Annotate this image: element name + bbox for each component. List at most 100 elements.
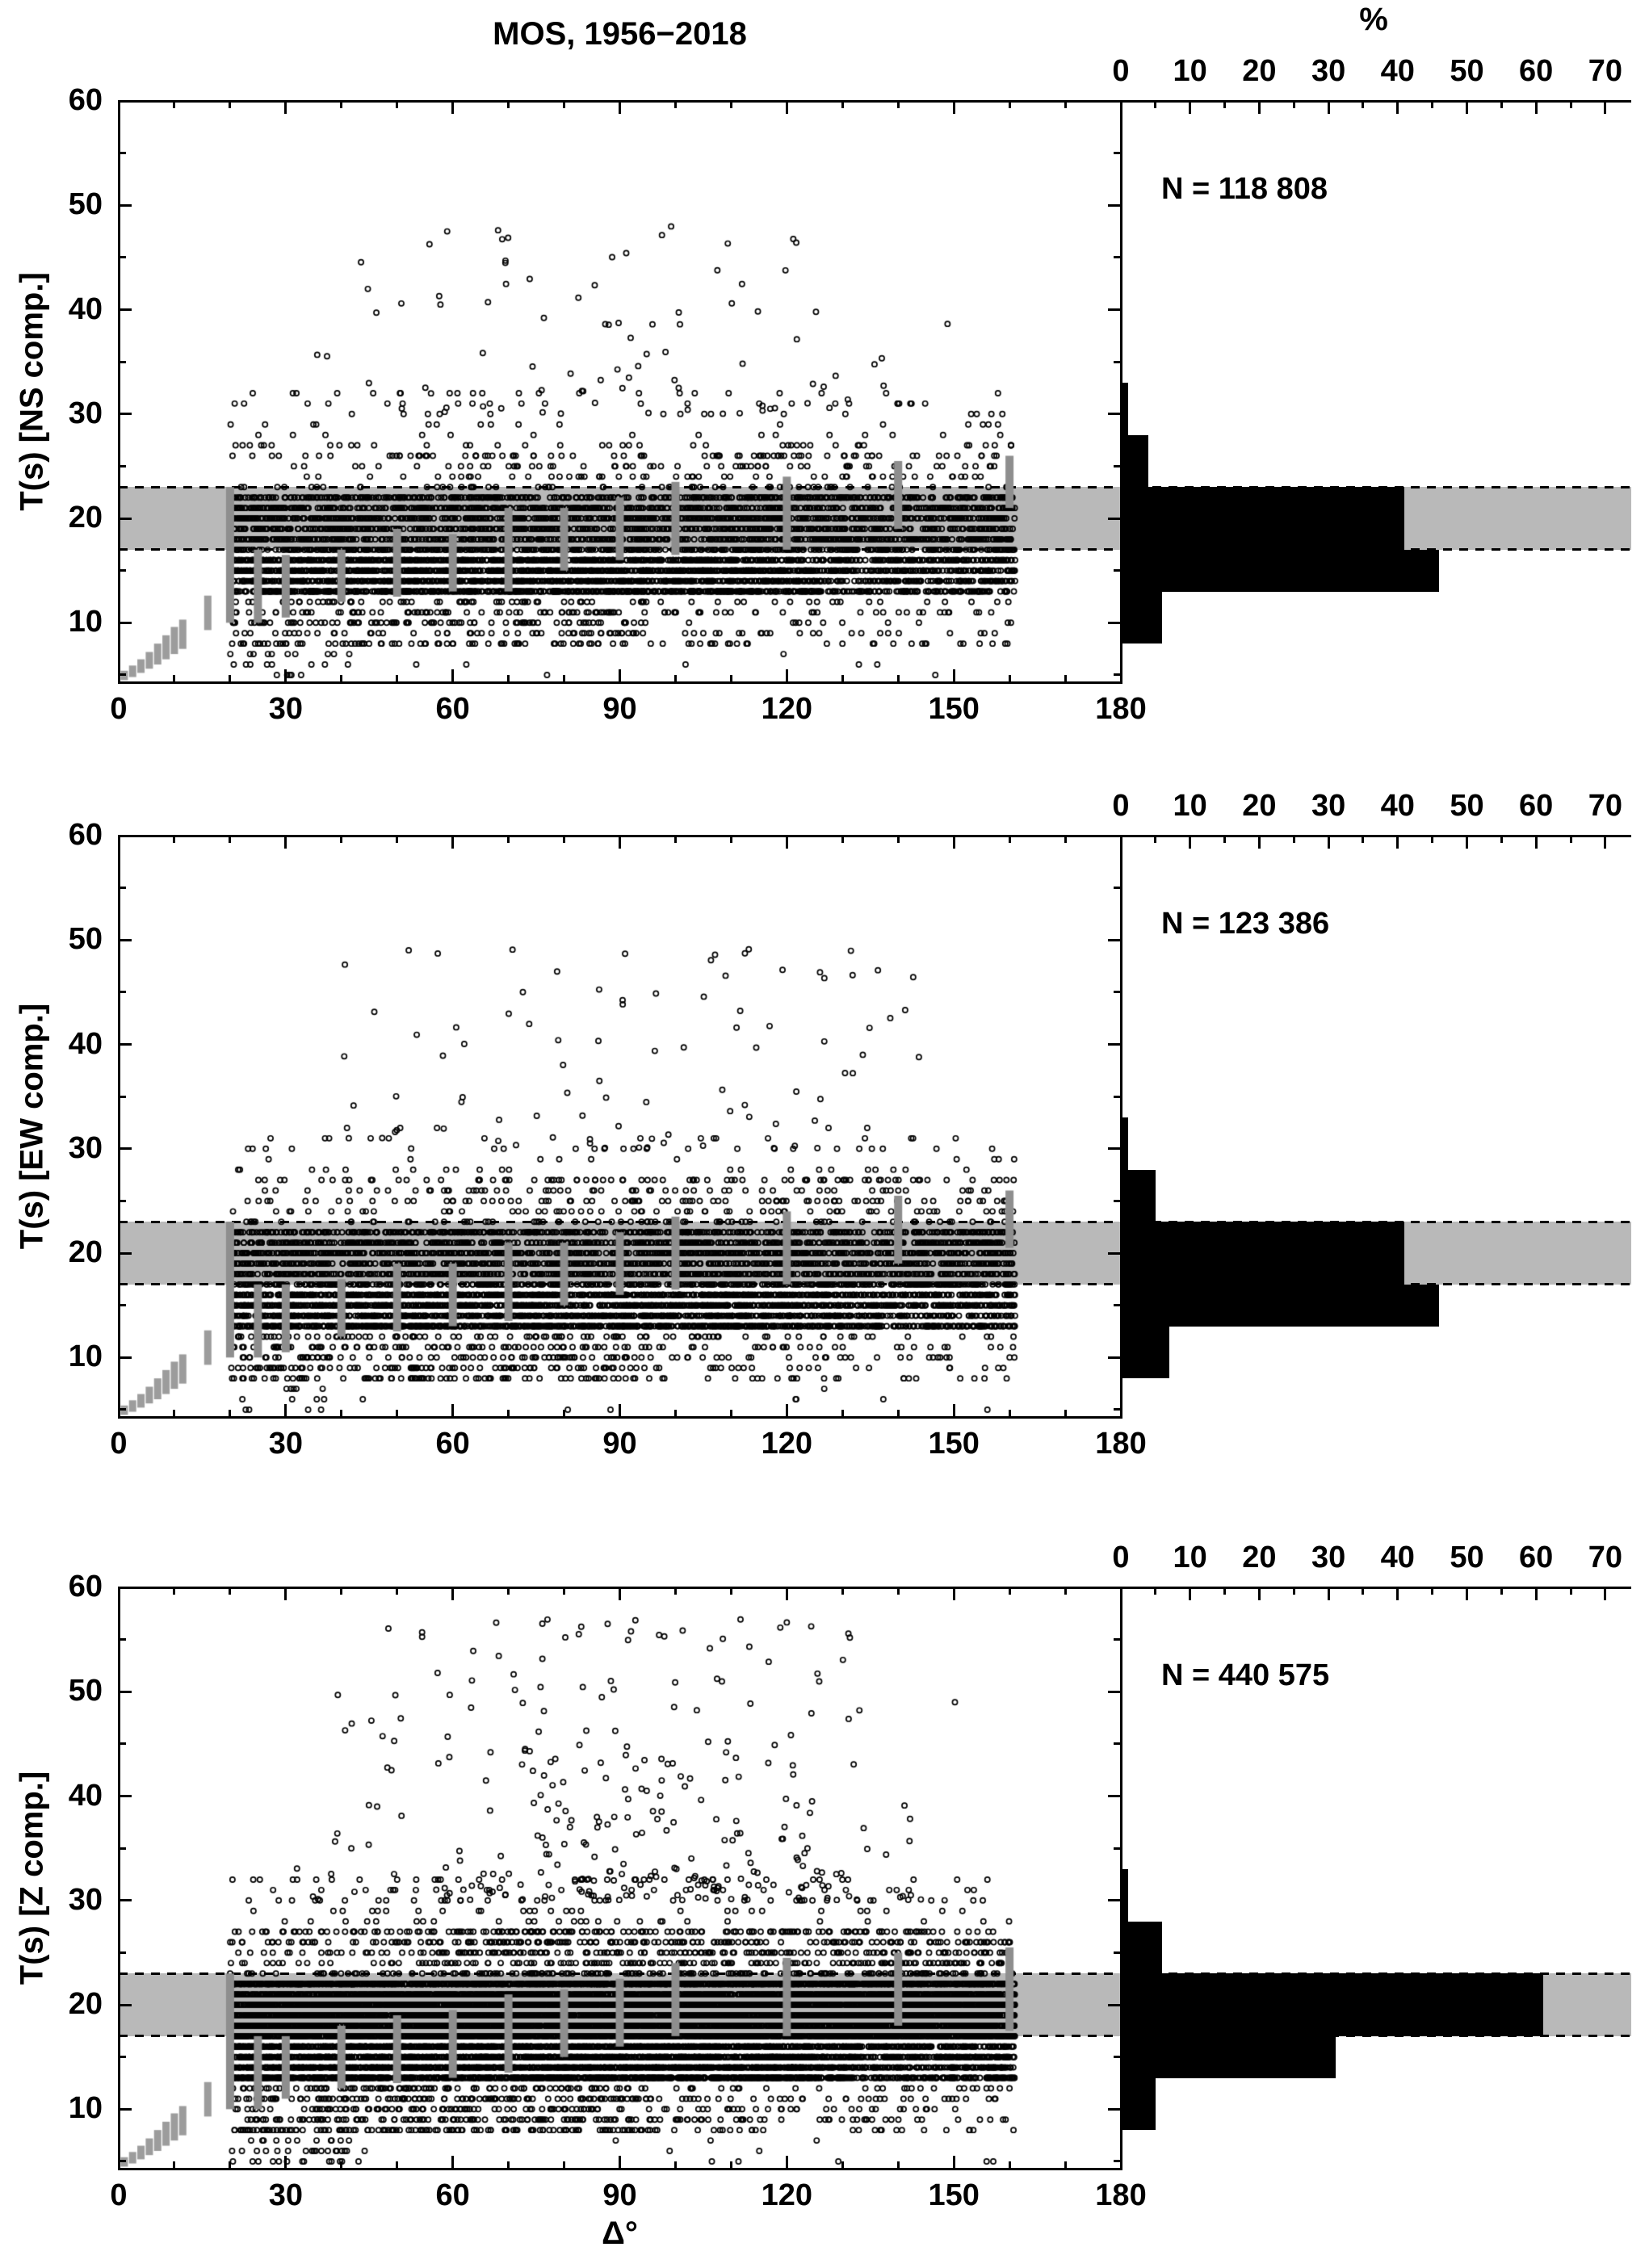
histogram-bar — [1121, 1169, 1156, 1222]
hist-tick — [1396, 1587, 1399, 1600]
x-tick — [896, 836, 900, 843]
hist-tick — [1500, 101, 1503, 108]
hist-tick — [1189, 836, 1192, 849]
hist-tick — [1292, 101, 1295, 108]
y-tick — [119, 1095, 126, 1098]
histogram-bar — [1121, 2077, 1156, 2131]
hist-tick — [1604, 836, 1607, 849]
x-tick-label: 120 — [761, 1427, 813, 1461]
y-tick — [1114, 673, 1121, 677]
x-tick — [507, 675, 510, 682]
histogram-bar — [1121, 1222, 1405, 1285]
y-tick — [119, 464, 126, 467]
histogram-bar — [1121, 434, 1149, 488]
hist-tick-label: 40 — [1380, 1541, 1415, 1574]
x-tick — [340, 101, 343, 108]
y-tick — [1108, 99, 1121, 103]
y-tick — [1114, 1408, 1121, 1411]
x-tick — [673, 675, 677, 682]
y-tick — [1108, 1043, 1121, 1046]
y-tick — [1114, 1951, 1121, 1954]
hist-tick — [1534, 836, 1538, 849]
y-tick — [119, 1795, 132, 1798]
x-tick-label: 60 — [435, 692, 470, 726]
y-tick — [119, 834, 132, 837]
x-tick — [619, 101, 621, 114]
x-tick-label: 120 — [761, 2178, 813, 2212]
x-tick — [396, 1410, 399, 1417]
x-tick-label: 60 — [435, 2178, 470, 2212]
x-tick-label: 0 — [110, 1427, 128, 1461]
x-tick — [396, 101, 399, 108]
hist-tick — [1257, 836, 1261, 849]
x-tick — [340, 1587, 343, 1595]
x-tick — [396, 1587, 399, 1595]
x-tick — [229, 1587, 232, 1595]
x-tick — [1008, 836, 1011, 843]
y-tick — [119, 569, 126, 572]
hist-tick-label: 0 — [1112, 54, 1130, 88]
x-tick — [507, 836, 510, 843]
x-tick — [451, 1404, 455, 1417]
x-tick — [451, 2156, 455, 2169]
y-tick — [1108, 2003, 1121, 2006]
x-tick — [340, 2161, 343, 2169]
x-tick — [563, 836, 566, 843]
y-tick — [119, 1304, 126, 1307]
y-tick — [1108, 938, 1121, 941]
hist-axis — [1121, 834, 1631, 837]
hist-tick-label: 30 — [1311, 789, 1346, 823]
y-tick-label: 50 — [68, 1674, 103, 1708]
x-tick — [229, 101, 232, 108]
y-tick — [1108, 1251, 1121, 1255]
x-tick — [173, 101, 176, 108]
y-tick — [119, 887, 126, 890]
y-tick — [1108, 1147, 1121, 1151]
x-tick — [952, 1587, 955, 1600]
y-tick-label: 50 — [68, 922, 103, 957]
y-tick-label: 60 — [68, 818, 103, 852]
histogram-bar — [1121, 1973, 1543, 2036]
histogram-bar — [1121, 591, 1163, 644]
x-tick — [673, 836, 677, 843]
x-tick — [507, 2161, 510, 2169]
hist-tick-label: 10 — [1173, 789, 1207, 823]
hist-tick — [1154, 836, 1157, 843]
x-tick — [785, 669, 788, 682]
y-tick — [1114, 1095, 1121, 1098]
x-tick — [563, 675, 566, 682]
x-tick — [619, 669, 621, 682]
hist-tick — [1569, 101, 1572, 108]
x-tick — [952, 836, 955, 849]
hist-tick — [1604, 101, 1607, 114]
hist-tick-label: 50 — [1450, 1541, 1484, 1574]
hist-tick-label: 20 — [1242, 54, 1277, 88]
y-tick-label: 10 — [68, 605, 103, 639]
hist-tick — [1466, 1587, 1468, 1600]
x-tick — [785, 1587, 788, 1600]
hist-tick — [1292, 1587, 1295, 1595]
x-tick-label: 180 — [1095, 2178, 1147, 2212]
x-tick — [952, 2156, 955, 2169]
x-tick — [841, 1587, 844, 1595]
hist-tick — [1569, 836, 1572, 843]
y-tick-label: 20 — [68, 501, 103, 535]
y-tick — [119, 256, 126, 259]
histogram-bar — [1121, 487, 1405, 550]
x-tick — [619, 2156, 621, 2169]
y-tick — [1108, 1795, 1121, 1798]
hist-tick-label: 30 — [1311, 54, 1346, 88]
x-tick-label: 60 — [435, 1427, 470, 1461]
y-tick — [1114, 464, 1121, 467]
hist-tick — [1431, 836, 1434, 843]
x-tick — [284, 1404, 287, 1417]
y-tick — [119, 152, 126, 155]
x-tick — [451, 836, 455, 849]
x-tick — [619, 836, 621, 849]
x-tick — [896, 675, 900, 682]
x-tick — [1064, 2161, 1067, 2169]
y-tick — [1108, 308, 1121, 312]
x-tick — [673, 101, 677, 108]
x-tick — [173, 1587, 176, 1595]
percent-axis-label: % — [1359, 2, 1388, 37]
